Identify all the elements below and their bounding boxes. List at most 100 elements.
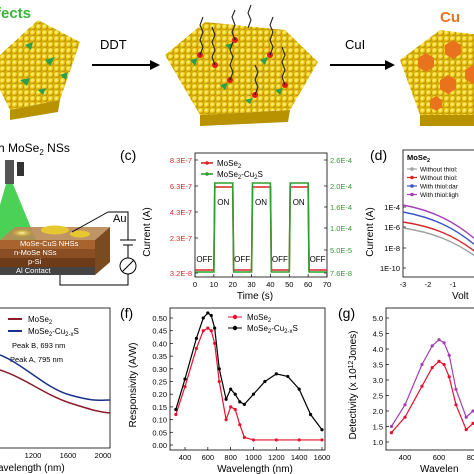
panel-g-point	[471, 409, 474, 413]
panel-c-series-line	[195, 182, 327, 273]
panel-c-right-tick: 1.6E-4	[330, 203, 352, 212]
panel-f-legend-2: MoSe2-Cu2-xS	[247, 324, 298, 335]
panel-f-y-tick: 0.30	[152, 365, 167, 374]
circuit	[59, 211, 137, 286]
peak-a-label: Peak A, 795 nm	[10, 355, 63, 364]
device-schematic: h MoSe2 NSs MoSe-CuS NHSs n-MoSe NSs p-S…	[0, 141, 137, 286]
panel-f-point	[320, 428, 324, 432]
panel-f-point	[274, 372, 278, 376]
panel-f-point	[238, 400, 242, 404]
panel-f-point	[213, 341, 217, 345]
panel-d-x-tick: -1	[450, 280, 457, 289]
panel-c: (c) Current (A) Time (s) 8.3E-7 6.3E-7 4.3…	[120, 147, 352, 302]
panel-c-off-label: OFF	[234, 255, 250, 264]
panel-g-point	[437, 338, 441, 342]
panel-g-x-tick: 400	[399, 453, 412, 462]
panel-f-point	[213, 326, 217, 330]
panel-c-xlabel: Time (s)	[237, 291, 273, 302]
panel-f-ylabel: Responsivity (A/W)	[128, 342, 139, 427]
cui-label: CuI	[345, 37, 365, 52]
nanosheet-3: Cu	[400, 9, 474, 126]
panel-f-point	[224, 418, 228, 422]
panel-c-series-line	[195, 186, 327, 271]
panel-e-curve-mose2	[0, 369, 111, 414]
panel-d-y-tick: 1E-4	[384, 203, 400, 212]
panel-c-left-tick: 2.3E-7	[170, 234, 192, 243]
panel-f-y-tick: 0.10	[152, 416, 167, 425]
panel-f-point	[209, 313, 213, 318]
panel-d-legend-label: Without thiol:	[420, 175, 458, 182]
panel-f-letter: (f)	[120, 305, 133, 321]
panel-g-y-tick: 1.5	[373, 423, 383, 432]
panel-d-title: MoSe2	[407, 153, 430, 164]
defects-label: fects	[0, 5, 31, 22]
panel-g-point	[464, 428, 468, 432]
panel-d-frame	[402, 149, 474, 278]
panel-f-point	[308, 412, 313, 417]
panel-c-right-tick: 2.0E-4	[330, 182, 352, 191]
panel-g-point	[430, 366, 434, 370]
panel-g-frame	[385, 307, 474, 451]
panel-f-point	[233, 392, 237, 396]
panel-c-left-tick: 4.3E-7	[170, 208, 192, 217]
panel-g-y-tick: 3.0	[373, 376, 383, 385]
panel-c-left-tick: 3.2E-8	[170, 269, 192, 278]
panel-c-legend-1: MoSe2	[217, 159, 242, 170]
panel-f-point	[320, 438, 324, 442]
panel-f-legend-1: MoSe2	[247, 313, 272, 324]
panel-g-point	[389, 431, 393, 435]
psi-label: p-Si	[28, 257, 42, 266]
arrow-cui: CuI	[330, 37, 395, 70]
panel-f-y-tick: 0.35	[152, 352, 167, 361]
panel-c-x-tick: 0	[193, 280, 197, 289]
panel-f-x-tick: 1000	[245, 453, 262, 462]
panel-e-xlabel: avelength (nm)	[0, 463, 65, 474]
panel-g-ylabel: Detectivity (x 1012Jones)	[348, 331, 359, 440]
panel-g-point	[447, 375, 451, 379]
panel-f-x-tick: 800	[224, 453, 237, 462]
panel-d-curve	[402, 227, 474, 257]
panel-f-point	[183, 384, 187, 389]
panel-c-x-tick: 10	[210, 280, 218, 289]
panel-g-y-tick: 2.0	[373, 407, 383, 416]
panel-c-x-tick: 40	[266, 280, 274, 289]
panel-g-y-tick: 2.5	[373, 392, 383, 401]
panel-f-point	[201, 316, 205, 320]
panel-g-y-tick: 5.0	[373, 314, 383, 323]
panel-d: (d) Current (A) Volt MoSe2 Without thiol…	[365, 147, 474, 302]
panel-c-on-label: ON	[255, 198, 267, 207]
panel-f-point	[206, 326, 210, 330]
panel-e-frame	[0, 307, 111, 449]
panel-d-ylabel: Current (A)	[365, 207, 376, 256]
layer-nhss	[0, 240, 95, 249]
panel-g-point	[454, 403, 458, 407]
panel-g-point	[403, 415, 407, 419]
panel-f-x-tick: 1200	[268, 453, 285, 462]
panel-d-curve	[402, 211, 474, 246]
panel-d-y-tick: 1E-6	[384, 223, 400, 232]
panel-e: MoSe2 MoSe2-Cu2-xS Peak B, 693 nm Peak A…	[0, 307, 111, 474]
ddt-label: DDT	[100, 37, 127, 52]
panel-g-point	[389, 424, 393, 429]
panel-g: (g) Detectivity (x 1012Jones) Wavelen 5.…	[338, 305, 474, 474]
panel-f-y-tick: 0.15	[152, 403, 167, 412]
panel-c-off-label: OFF	[272, 255, 288, 264]
panel-f-point	[217, 367, 221, 371]
panel-f-y-tick: 0.45	[152, 327, 167, 336]
panel-c-on-label: ON	[217, 198, 229, 207]
panel-f-series-line	[175, 327, 322, 441]
panel-c-right-tick: 1.0E-4	[330, 224, 352, 233]
panel-f-y-tick: 0.20	[152, 390, 167, 399]
panel-d-legend-marker	[410, 175, 414, 180]
panel-c-right-tick: 2.6E-4	[330, 156, 352, 165]
light-beam	[0, 184, 36, 240]
panel-c-frame	[194, 152, 328, 278]
cu-label: Cu	[440, 9, 460, 26]
panel-f-point	[224, 397, 228, 401]
panel-f-frame	[169, 307, 326, 451]
panel-d-legend-label: With thiol:dar	[420, 184, 459, 191]
layer-psi	[0, 258, 95, 267]
device-title: h MoSe2 NSs	[0, 141, 70, 157]
panel-f-point	[233, 407, 237, 412]
panel-f-x-tick: 1400	[291, 453, 308, 462]
